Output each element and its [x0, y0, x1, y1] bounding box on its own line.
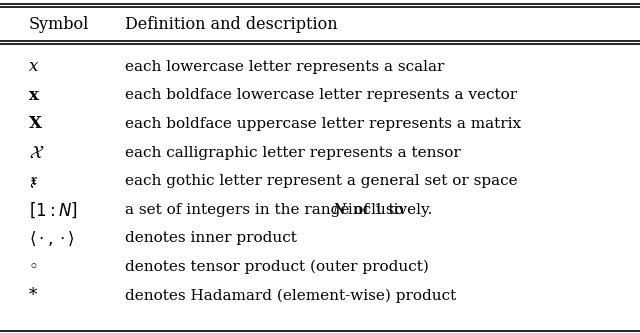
Text: each boldface lowercase letter represents a vector: each boldface lowercase letter represent…: [125, 88, 517, 102]
Text: a set of integers in the range of 1 to: a set of integers in the range of 1 to: [125, 203, 408, 217]
Text: inclusively.: inclusively.: [344, 203, 433, 217]
Text: $[1:N]$: $[1:N]$: [29, 200, 77, 219]
Text: x: x: [29, 58, 38, 75]
Text: x: x: [29, 87, 38, 104]
Text: denotes tensor product (outer product): denotes tensor product (outer product): [125, 260, 429, 274]
Text: X: X: [29, 115, 42, 133]
Text: $\mathcal{X}$: $\mathcal{X}$: [29, 144, 44, 162]
Text: N: N: [332, 203, 346, 217]
Text: each gothic letter represent a general set or space: each gothic letter represent a general s…: [125, 174, 517, 188]
Text: Definition and description: Definition and description: [125, 16, 337, 34]
Text: Symbol: Symbol: [29, 16, 89, 34]
Text: $\langle\cdot,\cdot\rangle$: $\langle\cdot,\cdot\rangle$: [29, 229, 74, 247]
Text: denotes Hadamard (element-wise) product: denotes Hadamard (element-wise) product: [125, 288, 456, 303]
Text: denotes inner product: denotes inner product: [125, 231, 297, 245]
Text: each lowercase letter represents a scalar: each lowercase letter represents a scala…: [125, 60, 444, 74]
Text: each calligraphic letter represents a tensor: each calligraphic letter represents a te…: [125, 146, 461, 160]
Text: $\mathfrak{x}$: $\mathfrak{x}$: [29, 172, 38, 190]
Text: each boldface uppercase letter represents a matrix: each boldface uppercase letter represent…: [125, 117, 521, 131]
Text: *: *: [29, 287, 37, 304]
Text: ◦: ◦: [29, 258, 38, 276]
